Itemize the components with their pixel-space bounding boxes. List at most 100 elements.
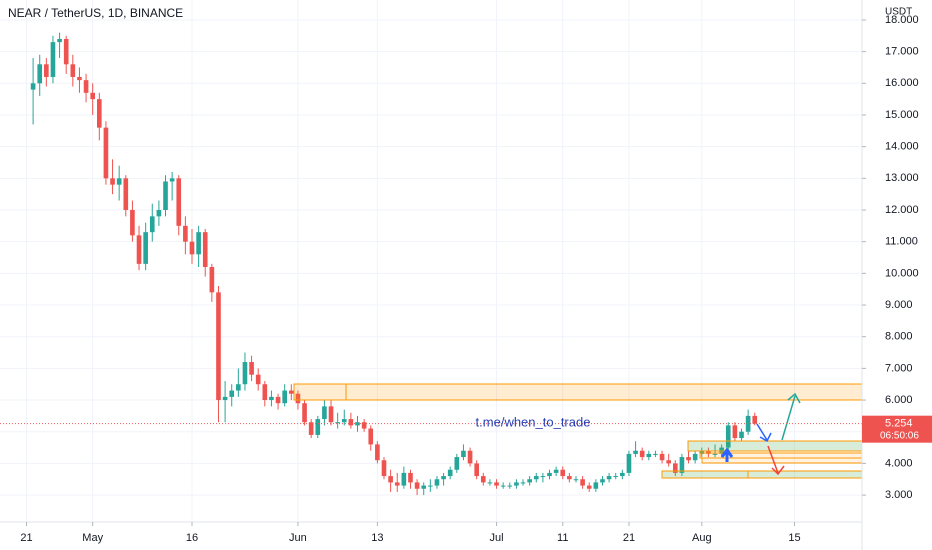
candle-body xyxy=(454,457,460,470)
y-tick-label: 11.000 xyxy=(885,236,918,248)
candle-body xyxy=(295,393,301,404)
y-tick-label: 3.000 xyxy=(885,489,913,501)
x-tick-label: 13 xyxy=(371,532,383,544)
y-tick-label: 9.000 xyxy=(885,299,913,311)
candle-body xyxy=(196,232,201,255)
candles xyxy=(30,32,758,496)
x-tick-label: 21 xyxy=(20,532,32,544)
support-zone xyxy=(687,440,863,452)
axes: 3.0004.0005.0006.0007.0008.0009.00010.00… xyxy=(20,14,918,544)
candle-body xyxy=(249,362,254,375)
candle-body xyxy=(77,76,82,81)
candle-body xyxy=(229,390,235,397)
candle-body xyxy=(375,444,380,461)
x-tick-label: May xyxy=(82,532,103,544)
candle-body xyxy=(50,42,56,77)
last-price-box xyxy=(862,415,932,443)
candle-body xyxy=(176,178,182,226)
candle-body xyxy=(368,428,374,445)
candle-body xyxy=(600,479,605,483)
candle-body xyxy=(328,406,334,423)
candle-body xyxy=(507,485,513,487)
candle-body xyxy=(428,485,433,487)
candle-body xyxy=(653,453,658,455)
candle-body xyxy=(745,415,751,432)
candle-body xyxy=(183,225,188,242)
candle-body xyxy=(752,415,758,424)
y-tick-label: 4.000 xyxy=(885,457,913,469)
y-tick-label: 16.000 xyxy=(885,77,919,89)
candle-body xyxy=(394,482,400,486)
candle-body xyxy=(110,178,115,185)
candle-body xyxy=(421,485,427,489)
candle-body xyxy=(236,384,241,391)
candle-body xyxy=(381,460,387,477)
y-tick-label: 17.000 xyxy=(885,46,919,58)
candle-body xyxy=(699,450,705,454)
candle-body xyxy=(169,178,175,182)
candle-body xyxy=(487,482,493,484)
x-tick-label: 11 xyxy=(557,532,568,544)
candle-body xyxy=(666,460,671,464)
candle-body xyxy=(620,472,625,477)
resistance-zone xyxy=(293,383,875,401)
x-tick-label: Jun xyxy=(289,532,307,544)
x-tick-label: Jul xyxy=(490,532,504,544)
candle-body xyxy=(361,422,367,429)
y-tick-label: 8.000 xyxy=(885,331,913,343)
candle-body xyxy=(725,425,731,448)
candle-body xyxy=(626,453,632,473)
candle-body xyxy=(348,419,354,426)
candle-body xyxy=(494,482,499,486)
candle-body xyxy=(408,472,413,483)
arrow-down xyxy=(767,445,785,476)
candle-body xyxy=(706,450,711,454)
candle-body xyxy=(467,450,473,464)
candle-body xyxy=(156,210,162,217)
axis-unit: USDT xyxy=(885,7,912,18)
candle-body xyxy=(401,472,407,486)
y-tick-label: 10.000 xyxy=(885,267,919,279)
candle-body xyxy=(288,390,294,394)
candle-body xyxy=(613,476,619,478)
candle-body xyxy=(103,127,109,179)
candle-body xyxy=(547,472,552,477)
arrow-up xyxy=(781,392,801,441)
candle-body xyxy=(143,232,148,264)
candle-body xyxy=(441,476,446,480)
candle-body xyxy=(282,390,288,404)
candle-body xyxy=(560,469,566,477)
candle-body xyxy=(606,476,612,480)
candle-body xyxy=(189,241,195,255)
candle-body xyxy=(44,64,49,77)
candle-body xyxy=(202,232,208,268)
candle-body xyxy=(692,453,698,461)
candle-body xyxy=(388,476,393,483)
drawings xyxy=(293,383,875,479)
candle-body xyxy=(136,235,142,264)
candle-body xyxy=(527,479,532,483)
candle-body xyxy=(414,482,420,489)
grid xyxy=(0,0,862,522)
last-price-label: 5.254 xyxy=(885,418,913,430)
candle-body xyxy=(116,178,122,185)
candle-body xyxy=(567,476,572,480)
x-tick-label: 21 xyxy=(623,532,635,544)
candle-body xyxy=(739,431,744,439)
candle-body xyxy=(540,476,546,478)
candle-body xyxy=(275,396,281,404)
candle-body xyxy=(130,210,135,236)
candle-body xyxy=(520,482,526,484)
candle-body xyxy=(461,450,466,458)
candle-body xyxy=(96,99,102,128)
candle-body xyxy=(242,362,248,385)
annotation: t.me/when_to_trade xyxy=(476,414,591,429)
candle-body xyxy=(686,457,691,461)
y-tick-label: 14.000 xyxy=(885,141,919,153)
y-tick-label: 6.000 xyxy=(885,394,913,406)
candle-body xyxy=(500,485,506,487)
candle-body xyxy=(163,181,168,211)
countdown: 06:50:06 xyxy=(880,430,919,441)
candle-body xyxy=(149,216,155,233)
